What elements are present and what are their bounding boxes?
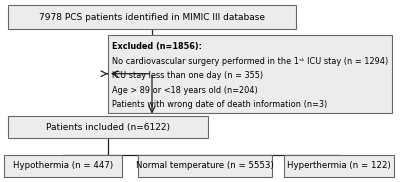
FancyBboxPatch shape: [4, 155, 122, 177]
Text: Hypothermia (n = 447): Hypothermia (n = 447): [13, 161, 113, 170]
FancyBboxPatch shape: [8, 116, 208, 138]
FancyBboxPatch shape: [138, 155, 272, 177]
Text: Excluded (n=1856):: Excluded (n=1856):: [112, 42, 202, 51]
Text: No cardiovascular surgery performed in the 1ˢᵗ ICU stay (n = 1294): No cardiovascular surgery performed in t…: [112, 57, 388, 66]
Text: Age > 89 or <18 years old (n=204): Age > 89 or <18 years old (n=204): [112, 86, 258, 94]
Text: Normal temperature (n = 5553): Normal temperature (n = 5553): [136, 161, 274, 170]
Text: ICU stay less than one day (n = 355): ICU stay less than one day (n = 355): [112, 71, 263, 80]
Text: 7978 PCS patients identified in MIMIC III database: 7978 PCS patients identified in MIMIC II…: [39, 13, 265, 22]
Text: Patients with wrong date of death information (n=3): Patients with wrong date of death inform…: [112, 100, 327, 109]
FancyBboxPatch shape: [8, 5, 296, 29]
FancyBboxPatch shape: [108, 35, 392, 113]
FancyBboxPatch shape: [284, 155, 394, 177]
Text: Hyperthermia (n = 122): Hyperthermia (n = 122): [287, 161, 391, 170]
Text: Patients included (n=6122): Patients included (n=6122): [46, 123, 170, 132]
